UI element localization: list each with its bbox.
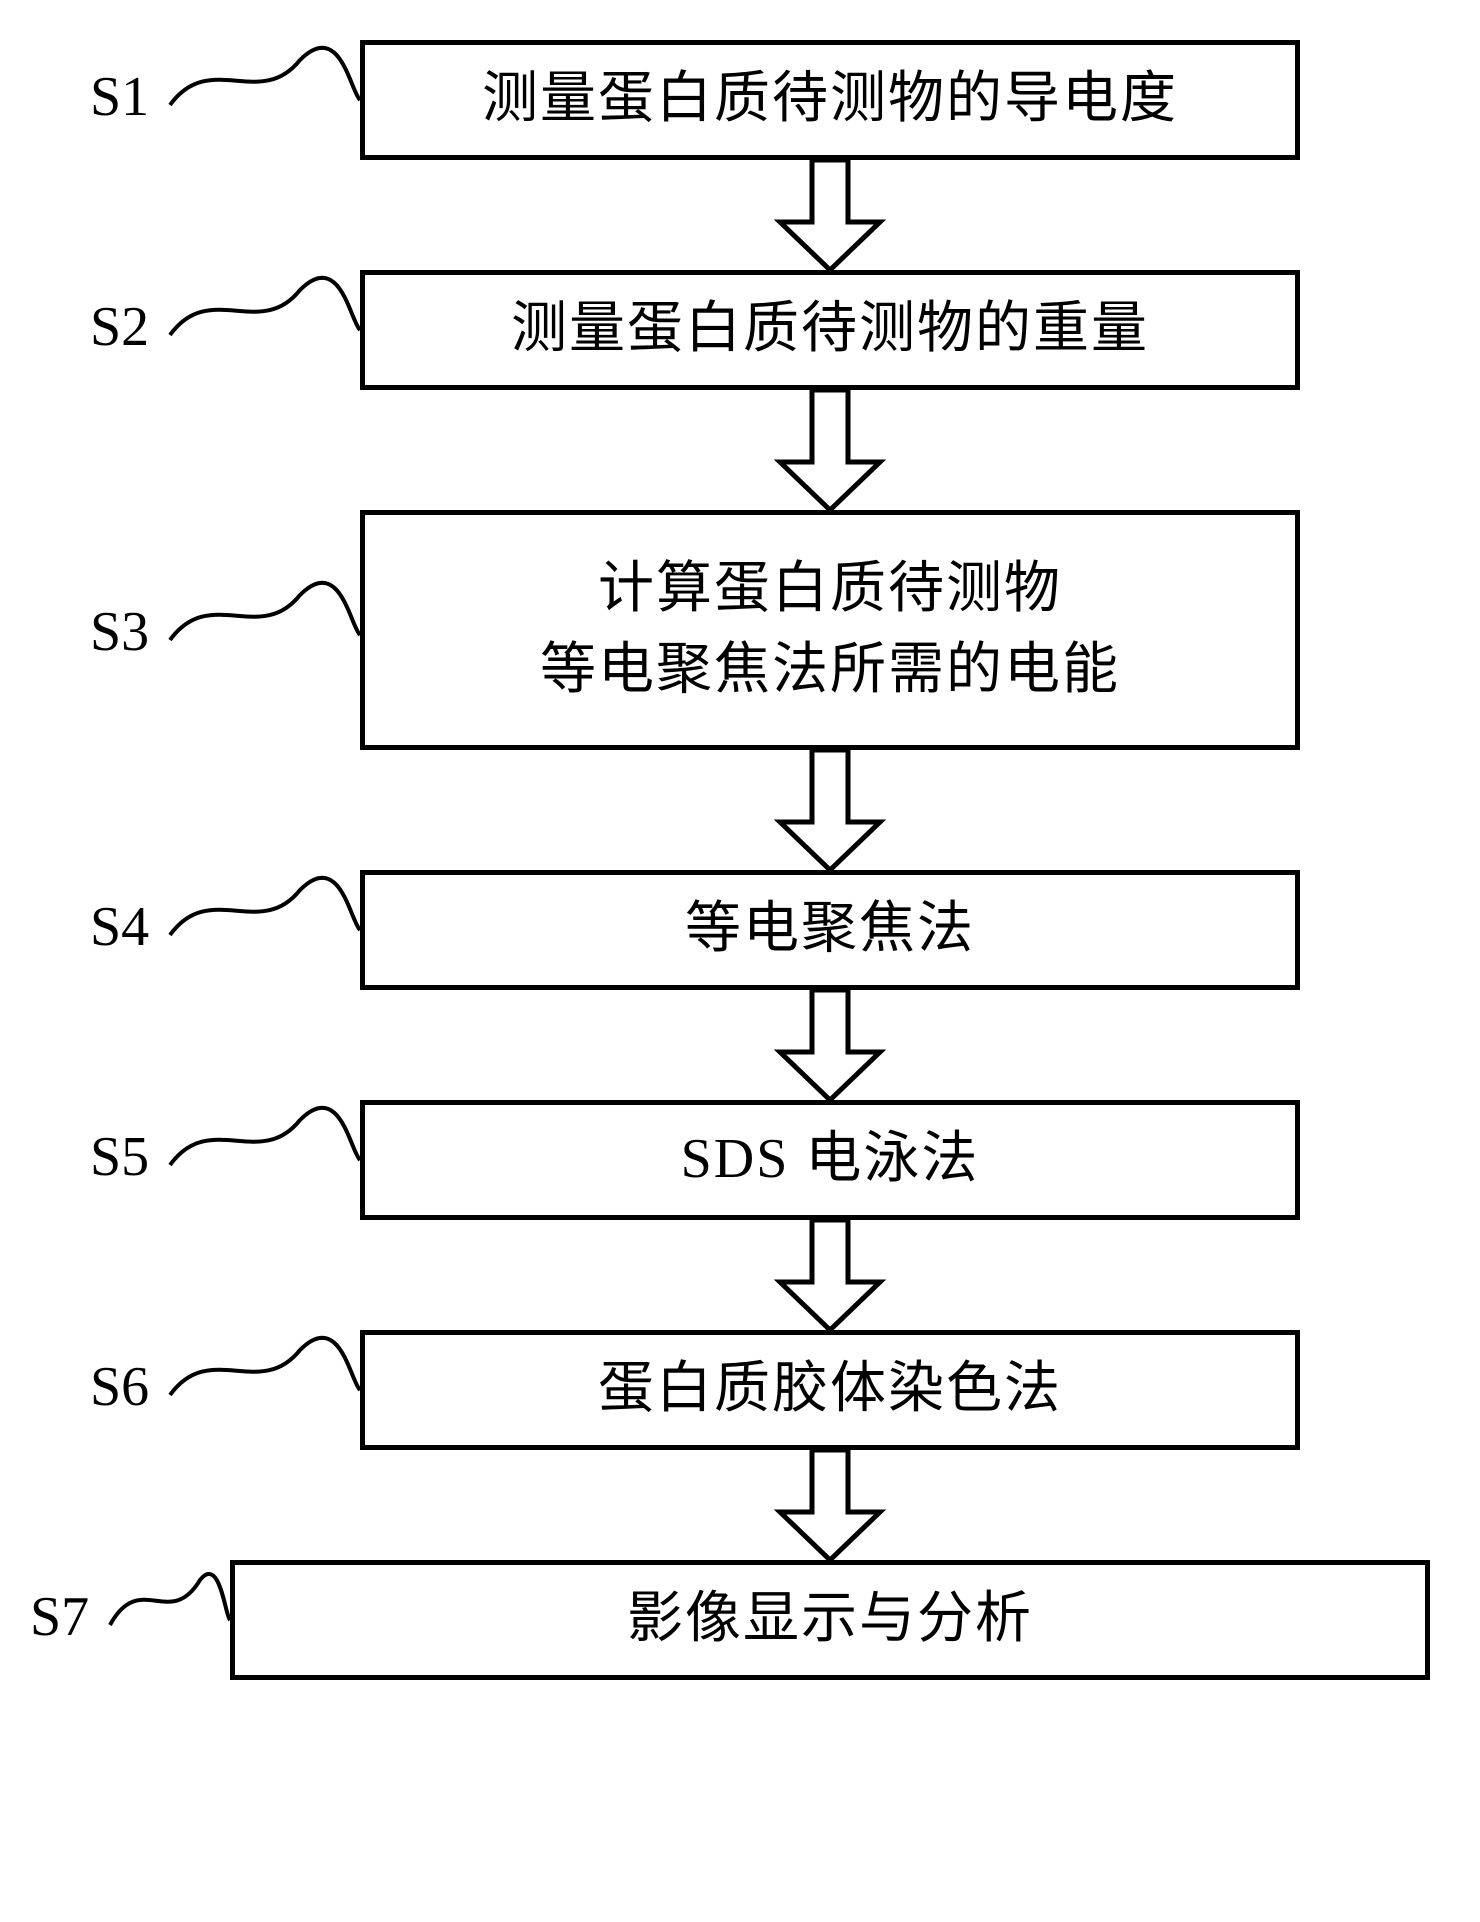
- arrow-s1-s2: [780, 160, 880, 275]
- arrow-s4-s5: [780, 990, 880, 1105]
- flow-step-s7: 影像显示与分析: [230, 1560, 1430, 1680]
- flow-step-text: 测量蛋白质待测物的重量: [511, 289, 1149, 370]
- arrow-s2-s3: [780, 390, 880, 515]
- flow-step-s5: SDS 电泳法: [360, 1100, 1300, 1220]
- step-label-s3: S3: [90, 600, 149, 664]
- step-label-s7: S7: [30, 1585, 89, 1649]
- flow-step-text: 测量蛋白质待测物的导电度: [482, 59, 1178, 140]
- step-label-s2: S2: [90, 295, 149, 359]
- flow-step-s4: 等电聚焦法: [360, 870, 1300, 990]
- flow-step-s1: 测量蛋白质待测物的导电度: [360, 40, 1300, 160]
- flow-step-s2: 测量蛋白质待测物的重量: [360, 270, 1300, 390]
- arrow-s5-s6: [780, 1220, 880, 1335]
- step-label-s5: S5: [90, 1125, 149, 1189]
- arrow-s3-s4: [780, 750, 880, 875]
- flow-step-text: SDS 电泳法: [681, 1119, 980, 1200]
- step-label-s6: S6: [90, 1355, 149, 1419]
- arrow-s6-s7: [780, 1450, 880, 1565]
- step-label-s4: S4: [90, 895, 149, 959]
- flow-step-text: 蛋白质胶体染色法: [598, 1349, 1062, 1430]
- flow-step-text: 计算蛋白质待测物 等电聚焦法所需的电能: [540, 549, 1120, 711]
- flow-step-text: 影像显示与分析: [627, 1579, 1033, 1660]
- flow-step-text: 等电聚焦法: [685, 889, 975, 970]
- step-label-s1: S1: [90, 65, 149, 129]
- flow-step-s3: 计算蛋白质待测物 等电聚焦法所需的电能: [360, 510, 1300, 750]
- flow-step-s6: 蛋白质胶体染色法: [360, 1330, 1300, 1450]
- flowchart-canvas: 测量蛋白质待测物的导电度 S1 测量蛋白质待测物的重量 S2 计算蛋白质待测物 等电…: [0, 0, 1480, 1922]
